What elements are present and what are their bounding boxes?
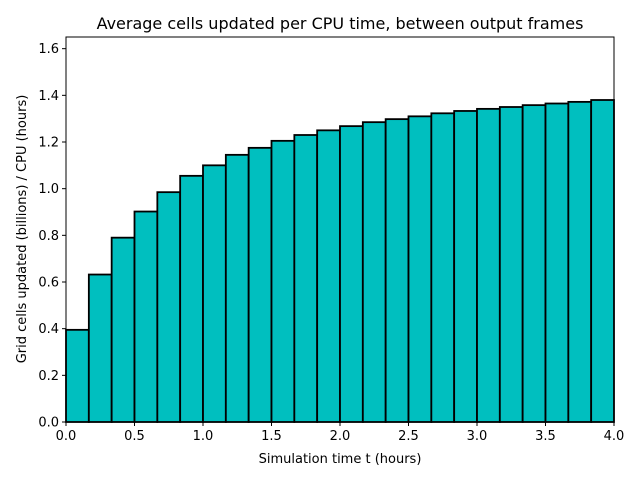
y-tick-label-6: 1.2 [38,136,59,151]
bar-8 [247,146,273,423]
x-axis-ticks: 0.0 0.5 1.0 1.5 2.0 2.5 3.0 3.5 4.0 [56,422,625,444]
bar-0 [65,328,90,423]
bar-14 [384,118,410,423]
y-tick-label-5: 1.0 [38,182,59,197]
bar-3 [133,210,159,423]
bars-group [65,99,615,423]
bar-18 [476,107,501,423]
bar-23 [590,99,615,423]
bar-9 [270,139,296,423]
bar-21 [544,102,570,423]
x-tick-label-7: 3.5 [535,429,556,444]
x-tick-label-3: 1.5 [261,429,282,444]
x-tick-label-5: 2.5 [398,429,419,444]
x-tick-label-0: 0.0 [56,429,77,444]
x-tick-label-2: 1.0 [193,429,214,444]
y-axis-label: Grid cells updated (billions) / CPU (hou… [15,95,30,364]
bar-19 [498,106,524,423]
plot-frame [65,36,615,423]
bar-13 [361,121,387,423]
y-tick-label-3: 0.6 [38,276,59,291]
bar-12 [339,125,364,423]
bar-15 [407,115,433,423]
x-tick-label-4: 2.0 [330,429,351,444]
bar-17 [453,110,478,423]
y-tick-label-8: 1.6 [38,42,59,57]
x-tick-label-8: 4.0 [604,429,625,444]
bar-4 [156,191,182,423]
bar-16 [430,112,456,423]
x-tick-label-6: 3.0 [467,429,488,444]
bar-5 [179,174,204,423]
bar-2 [110,236,136,423]
y-tick-label-4: 0.8 [38,229,59,244]
bar-22 [567,100,593,423]
bar-11 [316,129,341,423]
x-axis-label: Simulation time t (hours) [259,452,422,467]
bar-1 [87,273,113,423]
bar-7 [224,153,250,423]
bar-20 [521,104,547,423]
y-tick-label-7: 1.4 [38,89,59,104]
chart-title: Average cells updated per CPU time, betw… [97,14,584,33]
x-tick-label-1: 0.5 [124,429,145,444]
y-tick-label-1: 0.2 [38,369,59,384]
y-tick-label-0: 0.0 [38,416,59,431]
bar-10 [293,134,319,423]
bar-6 [202,164,227,423]
y-axis-ticks: 0.0 0.2 0.4 0.6 0.8 1.0 1.2 1.4 1.6 [38,42,66,431]
y-tick-label-2: 0.4 [38,322,59,337]
